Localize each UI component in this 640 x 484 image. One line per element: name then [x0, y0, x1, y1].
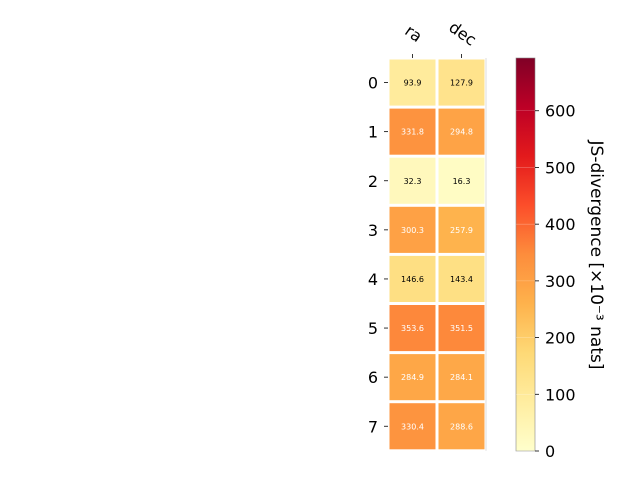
cell-value-label: 146.6 — [401, 275, 424, 284]
heatmap-cell — [389, 305, 436, 352]
colorbar-label: JS-divergence [×10⁻³ nats] — [586, 140, 606, 370]
cell-value-label: 143.4 — [450, 275, 473, 284]
colorbar-tick-label: 600 — [545, 102, 576, 121]
cell-value-label: 300.3 — [401, 226, 424, 235]
row-tick-label: 4 — [368, 270, 378, 289]
heatmap-cell — [389, 354, 436, 401]
heatmap-cell — [438, 403, 485, 450]
row-labels: 0 1 2 3 4 5 6 7 — [368, 74, 388, 436]
cell-value-label: 284.1 — [450, 373, 473, 382]
heatmap-cell — [389, 108, 436, 155]
colorbar: 0 100 200 300 400 500 600 — [515, 57, 576, 461]
colorbar-tick-label: 0 — [545, 442, 555, 461]
colorbar-tick-label: 200 — [545, 329, 576, 348]
colorbar-gradient — [515, 57, 536, 452]
colorbar-tick-label: 300 — [545, 272, 576, 291]
cell-value-label: 351.5 — [450, 324, 473, 333]
heatmap-cells: 93.9 127.9 331.8 294.8 32.3 16.3 300.3 257.9 146… — [389, 58, 487, 451]
heatmap-cell — [438, 59, 485, 106]
cell-value-label: 288.6 — [450, 422, 473, 431]
heatmap-cell — [438, 305, 485, 352]
cell-value-label: 284.9 — [401, 373, 424, 382]
heatmap-cell — [438, 354, 485, 401]
cell-value-label: 331.8 — [401, 128, 424, 137]
colorbar-tick-label: 400 — [545, 215, 576, 234]
row-tick-label: 2 — [368, 172, 378, 191]
heatmap-cell — [438, 157, 485, 204]
row-tick-label: 3 — [368, 221, 378, 240]
colorbar-tick-label: 500 — [545, 158, 576, 177]
heatmap-cell — [389, 403, 436, 450]
colorbar-tick-label: 100 — [545, 385, 576, 404]
cell-value-label: 294.8 — [450, 128, 473, 137]
column-labels: ra dec — [401, 17, 480, 58]
cell-value-label: 16.3 — [453, 177, 471, 186]
cell-value-label: 257.9 — [450, 226, 473, 235]
cell-value-label: 127.9 — [450, 79, 473, 88]
heatmap-cell — [389, 59, 436, 106]
heatmap-cell — [438, 255, 485, 302]
heatmap-cell — [389, 255, 436, 302]
cell-value-label: 330.4 — [401, 422, 424, 431]
row-tick-label: 0 — [368, 74, 378, 93]
heatmap-cell — [389, 206, 436, 253]
heatmap-cell — [438, 206, 485, 253]
cell-value-label: 32.3 — [404, 177, 422, 186]
row-tick-label: 1 — [368, 123, 378, 142]
cell-value-label: 93.9 — [404, 79, 422, 88]
row-tick-label: 6 — [368, 368, 378, 387]
column-tick-label: ra — [401, 21, 425, 46]
cell-value-label: 353.6 — [401, 324, 424, 333]
row-tick-label: 7 — [368, 417, 378, 436]
column-tick-label: dec — [445, 17, 479, 49]
heatmap-cell — [389, 157, 436, 204]
row-tick-label: 5 — [368, 319, 378, 338]
heatmap-cell — [438, 108, 485, 155]
